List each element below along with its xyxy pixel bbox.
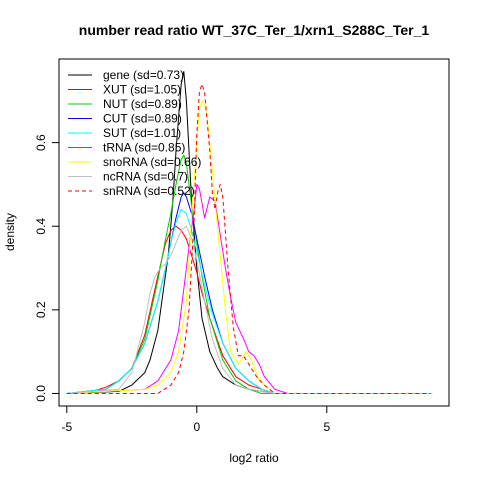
- y-axis: 0.0 0.2 0.4 0.6: [34, 134, 60, 402]
- series-line-6: [66, 100, 431, 394]
- y-tick-label: 0.4: [34, 218, 48, 235]
- x-axis: -5 0 5: [61, 405, 330, 434]
- chart-title: number read ratio WT_37C_Ter_1/xrn1_S288…: [79, 22, 430, 38]
- legend-label-4: SUT (sd=1.01): [103, 126, 181, 140]
- x-tick-label: 5: [323, 420, 330, 434]
- y-tick-label: 0.0: [34, 385, 48, 402]
- legend-label-0: gene (sd=0.73): [103, 68, 184, 82]
- legend-label-6: snoRNA (sd=0.66): [103, 155, 201, 169]
- series-line-0: [66, 71, 431, 394]
- y-tick-label: 0.6: [34, 134, 48, 151]
- x-tick-label: -5: [61, 420, 72, 434]
- legend-label-7: ncRNA (sd=0.7): [103, 170, 188, 184]
- x-axis-title: log2 ratio: [229, 451, 279, 465]
- series-line-4: [66, 209, 431, 394]
- legend-label-8: snRNA (sd=0.52): [103, 184, 195, 198]
- x-tick-label: 0: [193, 420, 200, 434]
- legend-label-1: XUT (sd=1.05): [103, 83, 181, 97]
- legend-label-2: NUT (sd=0.89): [103, 97, 182, 111]
- series-line-7: [66, 225, 431, 394]
- y-axis-title: density: [3, 213, 17, 251]
- legend: gene (sd=0.73)XUT (sd=1.05)NUT (sd=0.89)…: [68, 68, 201, 198]
- series-line-8: [66, 83, 431, 394]
- y-tick-label: 0.2: [34, 301, 48, 318]
- series-line-2: [66, 154, 431, 394]
- legend-label-3: CUT (sd=0.89): [103, 112, 182, 126]
- plot-area: [66, 71, 431, 394]
- legend-label-5: tRNA (sd=0.85): [103, 141, 185, 155]
